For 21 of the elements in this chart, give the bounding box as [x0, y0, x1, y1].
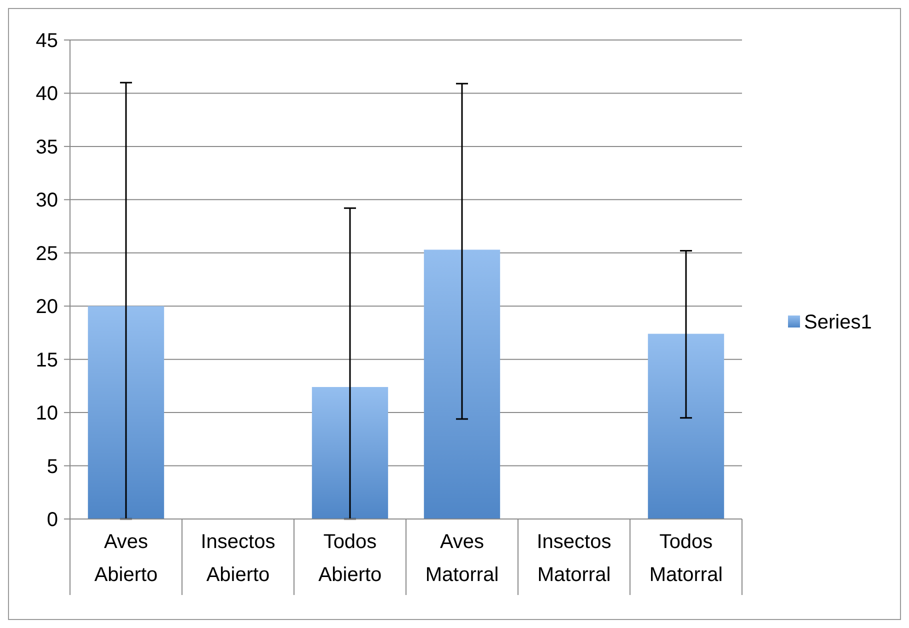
- legend-label: Series1: [804, 312, 872, 334]
- x-tick-label: Insectos Matorral: [536, 531, 612, 586]
- x-tick-label: Aves Abierto: [94, 531, 158, 586]
- y-tick-label: 40: [36, 83, 58, 106]
- y-tick-label: 35: [36, 136, 58, 158]
- y-tick-label: 45: [36, 30, 58, 52]
- x-tick-label: Insectos Abierto: [200, 531, 276, 586]
- y-tick-label: 15: [36, 349, 58, 372]
- y-tick-label: 10: [36, 402, 58, 425]
- bar: [312, 387, 388, 519]
- bar: [648, 334, 724, 519]
- x-tick-label: Aves Matorral: [425, 531, 499, 586]
- bar: [88, 306, 164, 519]
- y-tick-label: 25: [36, 242, 58, 265]
- x-tick-label: Todos Matorral: [649, 531, 723, 586]
- y-tick-label: 30: [36, 190, 58, 212]
- x-tick-label: Todos Abierto: [318, 531, 382, 586]
- y-tick-label: 0: [46, 509, 58, 531]
- bar: [424, 250, 500, 519]
- y-tick-label: 5: [46, 456, 58, 478]
- y-tick-label: 20: [36, 296, 58, 318]
